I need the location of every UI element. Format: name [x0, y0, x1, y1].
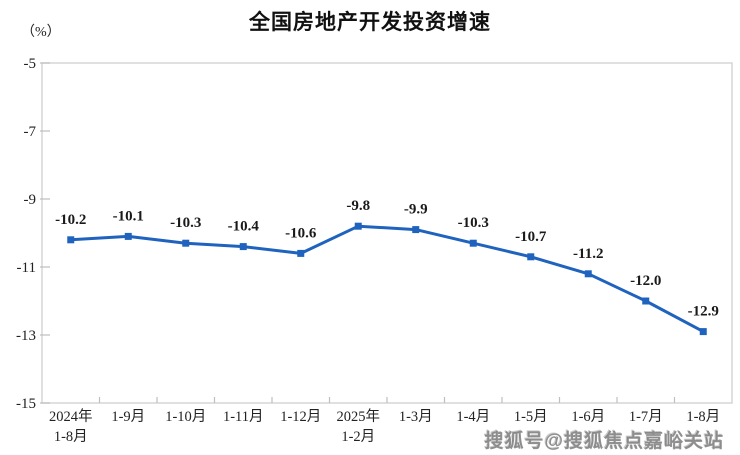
x-axis-tick-label: 1-10月: [165, 409, 206, 425]
data-point-marker: [412, 226, 420, 234]
data-point-marker: [469, 239, 477, 247]
x-axis-tick-label: 1-3月: [399, 409, 433, 425]
data-point-marker: [699, 328, 707, 336]
data-line: [69, 224, 705, 334]
y-axis-tick-label: -13: [16, 328, 36, 344]
x-axis-tick-label: 1-7月: [629, 409, 663, 425]
y-axis-tick-label: -5: [24, 56, 37, 72]
data-point-marker: [584, 270, 592, 278]
x-axis-tick-label: 2025年: [337, 408, 381, 425]
x-axis-tick-label: 1-6月: [571, 409, 605, 425]
data-point-label: -10.3: [170, 215, 201, 231]
x-axis-tick-label: 1-12月: [280, 409, 321, 425]
data-point-marker: [239, 243, 247, 251]
data-point-label: -10.6: [285, 225, 317, 241]
x-axis-tick-label: 1-4月: [456, 409, 490, 425]
data-point-label: -10.3: [458, 215, 489, 231]
x-axis-tick-label: 1-5月: [514, 409, 548, 425]
data-point-label: -10.4: [228, 219, 260, 235]
data-point-label: -9.9: [404, 202, 428, 218]
data-point-marker: [297, 249, 305, 257]
data-point-marker: [182, 239, 190, 247]
y-axis-tick-label: -9: [24, 192, 37, 208]
y-axis-tick-label: -15: [16, 396, 36, 412]
chart-title: 全国房地产开发投资增速: [249, 11, 491, 34]
y-axis-tick-label: -11: [17, 260, 36, 276]
x-axis-tick-label: 1-8月: [54, 429, 88, 445]
x-axis-tick-label: 1-2月: [341, 429, 375, 445]
data-point-label: -11.2: [573, 246, 603, 262]
y-axis-tick-label: -7: [24, 124, 37, 140]
data-point-label: -12.0: [630, 273, 661, 289]
data-point-marker: [642, 297, 650, 305]
data-point-label: -10.1: [113, 208, 144, 224]
data-point-marker: [527, 253, 535, 261]
x-axis-tick-label: 2024年: [49, 408, 93, 425]
data-point-label: -9.8: [346, 198, 370, 214]
data-point-marker: [67, 236, 75, 244]
data-point-label: -10.7: [515, 229, 547, 245]
y-axis-unit-label: （%）: [21, 25, 61, 40]
data-point-marker: [354, 222, 362, 230]
x-axis-tick-label: 1-8月: [686, 409, 720, 425]
x-axis-tick-label: 1-9月: [111, 409, 145, 425]
data-point-label: -10.2: [55, 212, 86, 228]
data-point-label: -12.9: [688, 304, 719, 320]
plot-border: [41, 62, 733, 404]
x-axis-tick-label: 1-11月: [223, 409, 264, 425]
data-point-marker: [124, 232, 132, 240]
